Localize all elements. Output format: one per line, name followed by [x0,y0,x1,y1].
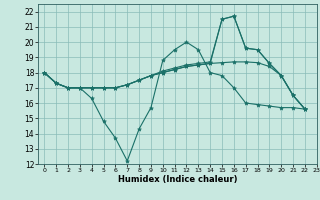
X-axis label: Humidex (Indice chaleur): Humidex (Indice chaleur) [118,175,237,184]
